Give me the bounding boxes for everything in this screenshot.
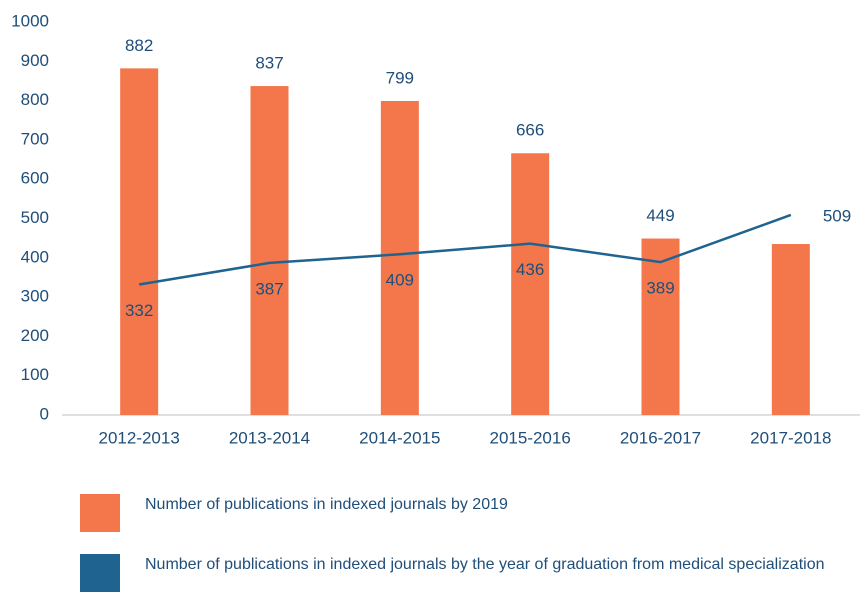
bar bbox=[120, 68, 159, 416]
y-tick-label: 700 bbox=[21, 129, 49, 148]
legend-swatch bbox=[80, 494, 120, 532]
x-tick-label: 2016-2017 bbox=[620, 428, 701, 447]
x-tick-label: 2017-2018 bbox=[750, 428, 831, 447]
line-value-label: 509 bbox=[823, 206, 851, 225]
y-tick-label: 900 bbox=[21, 51, 49, 70]
bar bbox=[380, 100, 419, 416]
line-value-label: 436 bbox=[516, 260, 544, 279]
bar-value-label: 666 bbox=[516, 121, 544, 140]
legend-entry: Number of publications in indexed journa… bbox=[80, 554, 825, 592]
x-tick-label: 2012-2013 bbox=[99, 428, 180, 447]
x-tick-label: 2014-2015 bbox=[359, 428, 440, 447]
y-tick-label: 400 bbox=[21, 247, 49, 266]
y-tick-label: 200 bbox=[21, 326, 49, 345]
y-tick-label: 500 bbox=[21, 208, 49, 227]
bar-value-label: 799 bbox=[386, 68, 414, 87]
y-tick-label: 800 bbox=[21, 90, 49, 109]
bar bbox=[641, 238, 680, 415]
bar bbox=[771, 244, 810, 415]
legend-entry: Number of publications in indexed journa… bbox=[80, 494, 825, 532]
bar bbox=[511, 153, 550, 415]
line-value-label: 332 bbox=[125, 301, 153, 320]
legend-label: Number of publications in indexed journa… bbox=[145, 556, 825, 573]
bar-value-label: 837 bbox=[255, 54, 283, 73]
legend-label: Number of publications in indexed journa… bbox=[145, 496, 508, 513]
line-value-label: 389 bbox=[646, 279, 674, 298]
line bbox=[138, 213, 792, 286]
line-value-label: 409 bbox=[386, 271, 414, 290]
chart: 0 100 200 300 400 500 600 700 800 900 1000 2012-201… bbox=[11, 11, 860, 447]
x-tick-label: 2015-2016 bbox=[490, 428, 571, 447]
y-tick-label: 0 bbox=[40, 404, 49, 423]
y-tick-label: 300 bbox=[21, 287, 49, 306]
y-tick-label: 1000 bbox=[11, 11, 49, 30]
bar bbox=[250, 86, 289, 416]
x-tick-label: 2013-2014 bbox=[229, 428, 310, 447]
y-tick-label: 600 bbox=[21, 169, 49, 188]
bar-value-label: 449 bbox=[646, 206, 674, 225]
line-value-label: 387 bbox=[255, 279, 283, 298]
legend-swatch bbox=[80, 554, 120, 592]
bar-value-label: 882 bbox=[125, 36, 153, 55]
y-tick-label: 100 bbox=[21, 365, 49, 384]
